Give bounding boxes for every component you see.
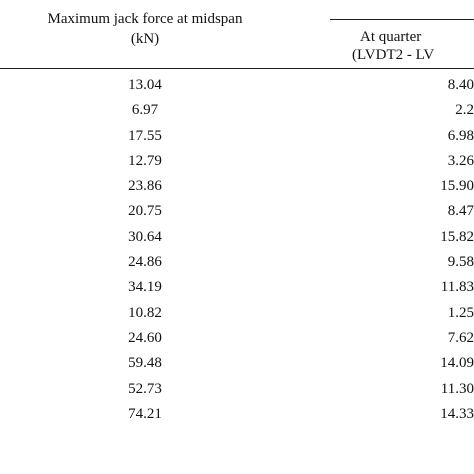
quarter-cell: 15.90 [440, 178, 474, 195]
table-row: 24.60 7.62 [0, 327, 474, 352]
force-cell: 74.21 [128, 405, 162, 422]
quarter-cell: 1.25 [447, 304, 474, 321]
header-bottom-rule [0, 68, 474, 69]
table-row: 24.86 9.58 [0, 251, 474, 276]
table-row: 12.79 3.26 [0, 150, 474, 175]
force-cell: 52.73 [128, 380, 162, 397]
quarter-cell: 8.40 [447, 77, 474, 93]
quarter-cell: 14.33 [440, 405, 474, 422]
force-cell: 24.60 [128, 329, 162, 346]
force-cell: 10.82 [128, 304, 162, 321]
quarter-cell: 2.2 [455, 102, 474, 119]
table-row: 34.19 11.83 [0, 276, 474, 301]
force-cell: 24.86 [128, 254, 162, 271]
quarter-cell: 14.09 [440, 355, 474, 372]
force-cell: 23.86 [128, 178, 162, 195]
force-cell: 17.55 [128, 127, 162, 144]
table-row: 17.55 6.98 [0, 125, 474, 150]
quarter-cell: 3.26 [447, 152, 474, 169]
force-cell: 30.64 [128, 228, 162, 245]
table-row: 23.86 15.90 [0, 175, 474, 200]
table-row: 6.97 2.2 [0, 99, 474, 124]
quarter-cell: 11.30 [440, 380, 474, 397]
table-row: 59.48 14.09 [0, 352, 474, 377]
quarter-cell: 7.62 [447, 329, 474, 346]
column-header-force-line1: Maximum jack force at midspan [47, 11, 243, 27]
table-row: 52.73 11.30 [0, 378, 474, 403]
table-row: 10.82 1.25 [0, 302, 474, 327]
force-cell: 13.04 [128, 77, 162, 93]
force-cell: 6.97 [131, 102, 159, 119]
force-cell: 20.75 [128, 203, 162, 220]
quarter-cell: 11.83 [440, 279, 474, 296]
table-body: 13.04 8.40 6.97 2.2 17.55 6.98 12.79 3.26 23.86 1… [0, 74, 474, 428]
force-cell: 34.19 [128, 279, 162, 296]
column-header-quarter-line2: (LVDT2 - LV [352, 47, 435, 63]
force-cell: 12.79 [128, 152, 162, 169]
quarter-cell: 6.98 [447, 127, 474, 144]
quarter-cell: 15.82 [440, 228, 474, 245]
force-cell: 59.48 [128, 355, 162, 372]
column-header-quarter-line1: At quarter [360, 29, 422, 45]
column-header-force-line2: (kN) [130, 31, 160, 47]
table-row: 20.75 8.47 [0, 200, 474, 225]
group-header-rule [330, 19, 474, 20]
table-row: 30.64 15.82 [0, 226, 474, 251]
table-row: 74.21 14.33 [0, 403, 474, 428]
quarter-cell: 9.58 [447, 254, 474, 271]
table-row: 13.04 8.40 [0, 74, 474, 99]
quarter-cell: 8.47 [447, 203, 474, 220]
